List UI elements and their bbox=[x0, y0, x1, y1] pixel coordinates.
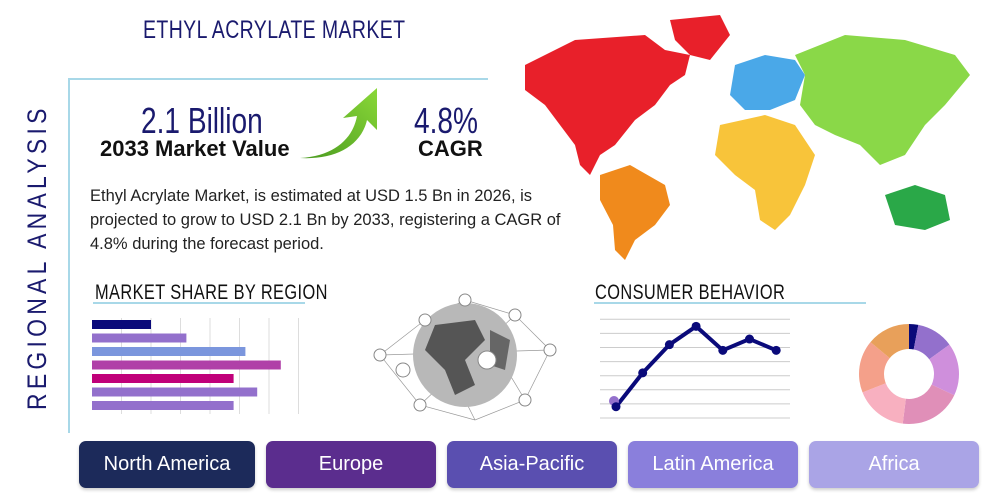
world-map bbox=[525, 15, 970, 260]
bar bbox=[92, 401, 234, 410]
donut-slice bbox=[929, 344, 959, 396]
section-divider bbox=[594, 302, 866, 304]
bar bbox=[92, 374, 234, 383]
cagr-label: CAGR bbox=[418, 136, 483, 161]
bar bbox=[92, 333, 187, 343]
bar bbox=[92, 387, 258, 397]
market-value-label: 2033 Market Value bbox=[100, 136, 290, 161]
map-north-america bbox=[525, 35, 690, 175]
donut-slice bbox=[862, 383, 906, 424]
bar bbox=[92, 347, 246, 356]
consumer-donut-chart bbox=[859, 324, 959, 424]
data-point bbox=[638, 368, 648, 378]
data-point bbox=[691, 321, 701, 331]
donut-slice bbox=[870, 324, 909, 359]
data-point bbox=[745, 334, 754, 344]
consumer-behavior-title: CONSUMER BEHAVIOR bbox=[595, 281, 786, 304]
map-greenland bbox=[670, 15, 730, 60]
map-oceania bbox=[885, 185, 950, 230]
region-button-north-america[interactable]: North America bbox=[79, 441, 255, 488]
map-south-america bbox=[600, 165, 670, 260]
network-globe-image bbox=[373, 293, 557, 421]
section-divider bbox=[93, 302, 305, 304]
growth-arrow-icon bbox=[300, 88, 377, 159]
data-point bbox=[718, 345, 728, 355]
side-label: REGIONAL ANALYSIS bbox=[22, 104, 52, 410]
donut-slice bbox=[859, 342, 890, 393]
bar bbox=[92, 320, 151, 329]
region-button-europe[interactable]: Europe bbox=[266, 441, 436, 488]
data-point bbox=[611, 402, 621, 412]
description: Ethyl Acrylate Market, is estimated at U… bbox=[90, 187, 561, 253]
consumer-line-chart bbox=[600, 318, 790, 419]
market-share-title: MARKET SHARE BY REGION bbox=[95, 281, 328, 304]
frame-divider bbox=[68, 78, 488, 80]
donut-slice bbox=[913, 324, 950, 360]
map-africa bbox=[715, 115, 815, 230]
donut-slice bbox=[909, 324, 919, 350]
data-point bbox=[664, 340, 674, 350]
data-point bbox=[771, 345, 781, 355]
donut-slice bbox=[902, 384, 955, 424]
cagr-value: 4.8% bbox=[414, 100, 479, 141]
region-button-asia-pacific[interactable]: Asia-Pacific bbox=[447, 441, 617, 488]
region-button-latin-america[interactable]: Latin America bbox=[628, 441, 798, 488]
frame-divider bbox=[68, 78, 70, 433]
page-title: ETHYL ACRYLATE MARKET bbox=[143, 16, 406, 44]
market-value: 2.1 Billion bbox=[141, 100, 263, 141]
market-share-bar-chart bbox=[92, 318, 299, 414]
map-europe bbox=[730, 55, 805, 110]
region-button-africa[interactable]: Africa bbox=[809, 441, 979, 488]
bar bbox=[92, 360, 281, 370]
map-asia bbox=[795, 35, 970, 165]
